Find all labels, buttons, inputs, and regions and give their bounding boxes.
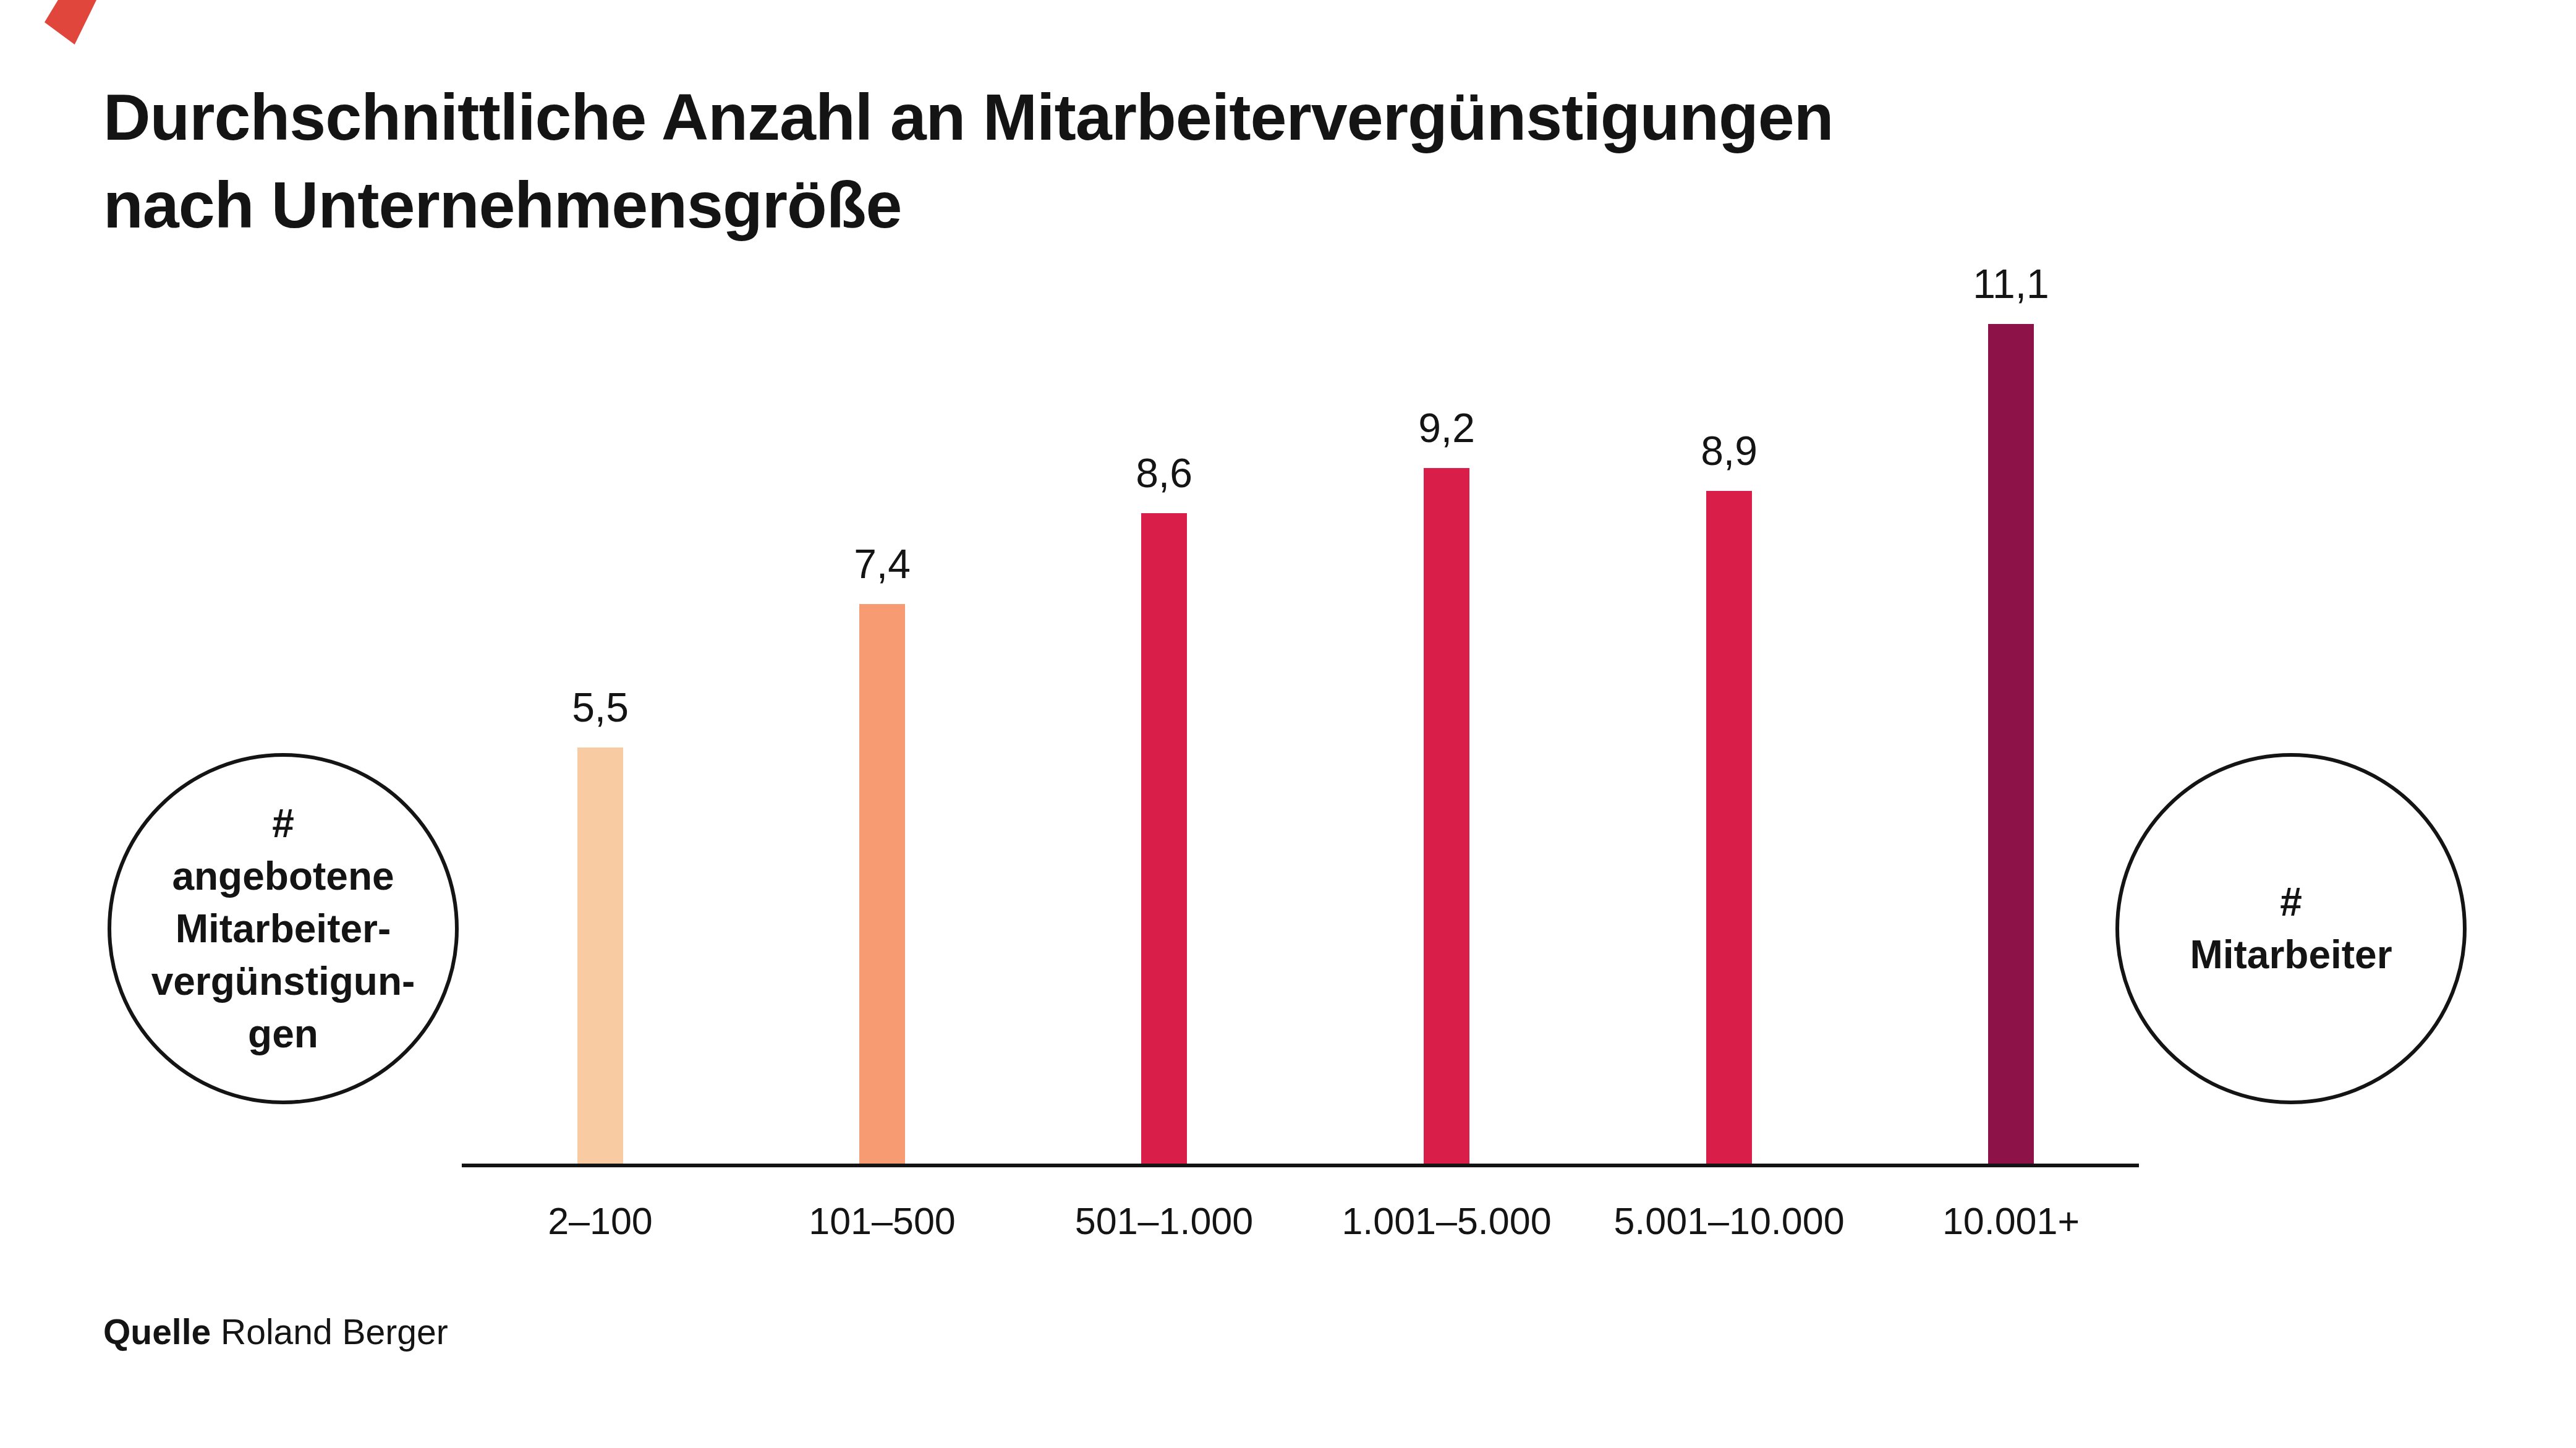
x-axis-annotation-circle: # Mitarbeiter: [2115, 753, 2467, 1104]
annotation-text: vergünstigun-: [151, 955, 415, 1008]
brand-corner-accent: [45, 0, 96, 45]
bar-value-label: 9,2: [1418, 404, 1475, 452]
x-axis-tick-label: 101–500: [746, 1199, 1018, 1243]
bar-chart: 5,5 2–100 7,4 101–500 8,6 501–1.000 9,2 …: [462, 185, 2139, 1164]
y-axis-annotation-circle: # angebotene Mitarbeiter- vergünstigun- …: [108, 753, 459, 1104]
annotation-text: Mitarbeiter: [2190, 929, 2392, 981]
x-axis-tick-label: 501–1.000: [1028, 1199, 1300, 1243]
bar: [577, 747, 623, 1164]
x-axis-tick-label: 2–100: [464, 1199, 736, 1243]
annotation-text: gen: [248, 1008, 318, 1060]
bar-value-label: 11,1: [1973, 260, 2049, 308]
bar: [1141, 513, 1187, 1164]
bar: [859, 604, 905, 1164]
bar-group-1001-5000: 9,2 1.001–5.000: [1311, 185, 1583, 1164]
bar-value-label: 7,4: [854, 540, 911, 588]
bar: [1424, 468, 1469, 1164]
source-value: Roland Berger: [221, 1312, 448, 1352]
annotation-text: Mitarbeiter-: [176, 903, 391, 955]
source-label: Quelle: [103, 1312, 211, 1352]
bar-group-10001plus: 11,1 10.001+: [1875, 185, 2147, 1164]
bar-group-5001-10000: 8,9 5.001–10.000: [1593, 185, 1865, 1164]
x-axis-tick-label: 10.001+: [1875, 1199, 2147, 1243]
x-axis-tick-label: 1.001–5.000: [1311, 1199, 1583, 1243]
bar-group-101-500: 7,4 101–500: [746, 185, 1018, 1164]
bar-value-label: 8,6: [1136, 449, 1192, 497]
hash-icon: #: [272, 798, 294, 850]
bar: [1706, 491, 1752, 1164]
x-axis-line: [462, 1164, 2139, 1167]
bar-value-label: 5,5: [572, 683, 629, 731]
bar-group-2-100: 5,5 2–100: [464, 185, 736, 1164]
bar-group-501-1000: 8,6 501–1.000: [1028, 185, 1300, 1164]
bar: [1988, 324, 2034, 1164]
chart-title-line1: Durchschnittliche Anzahl an Mitarbeiterv…: [103, 80, 1834, 153]
source-line: Quelle Roland Berger: [103, 1310, 448, 1354]
bar-value-label: 8,9: [1701, 427, 1758, 475]
annotation-text: angebotene: [172, 850, 394, 903]
hash-icon: #: [2280, 876, 2302, 929]
x-axis-tick-label: 5.001–10.000: [1593, 1199, 1865, 1243]
